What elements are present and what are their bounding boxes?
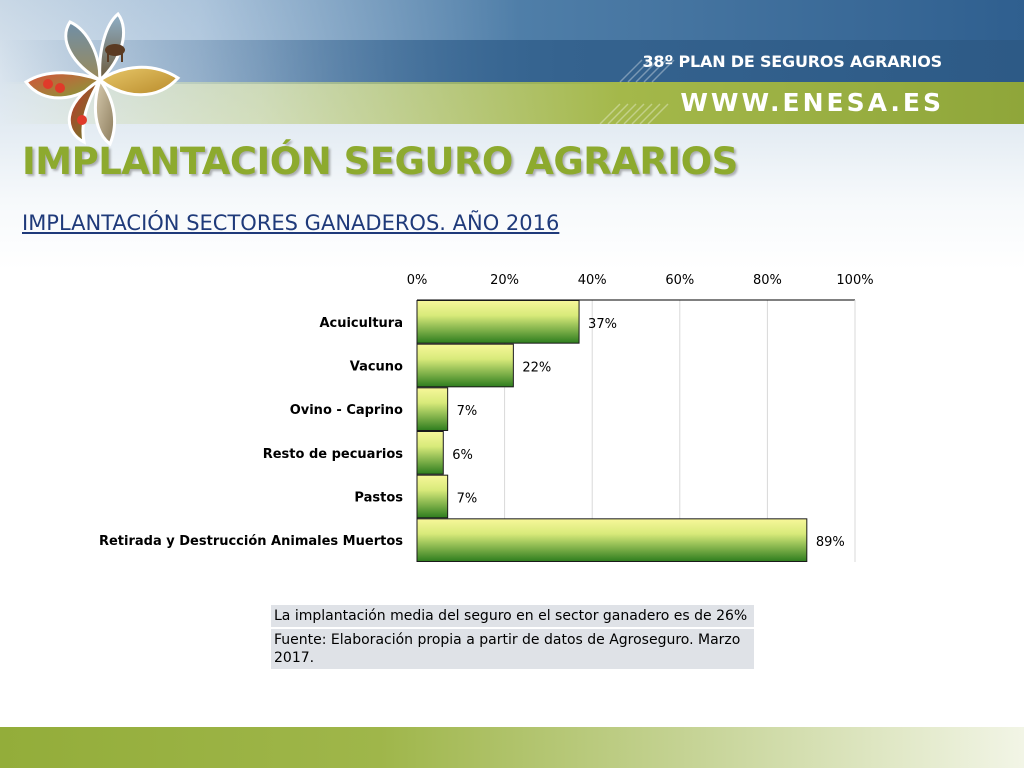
category-label: Resto de pecuarios	[263, 447, 404, 462]
x-tick-label: 100%	[836, 273, 873, 288]
slide-subtitle: IMPLANTACIÓN SECTORES GANADEROS. AÑO 201…	[22, 211, 560, 235]
header-green-band	[0, 82, 1024, 124]
chart-bars	[416, 300, 808, 562]
x-tick-label: 40%	[578, 273, 607, 288]
data-label: 7%	[457, 492, 478, 507]
bar	[416, 300, 580, 344]
chart-labels: 0% 20% 40% 60% 80% 100% Acuicultura 37% Vacuno 22…	[99, 273, 874, 550]
enesa-flower-logo-icon	[23, 11, 181, 147]
x-tick-label: 60%	[665, 273, 694, 288]
bar-chart: 0% 20% 40% 60% 80% 100% Acuicultura 37% Vacuno 22…	[99, 273, 874, 562]
x-tick-label: 80%	[753, 273, 782, 288]
category-label: Acuicultura	[319, 316, 403, 331]
data-label: 7%	[457, 404, 478, 419]
website-url: WWW.ENESA.ES	[680, 88, 944, 117]
bar	[416, 431, 444, 475]
data-label: 89%	[816, 535, 845, 550]
data-label: 37%	[588, 317, 617, 332]
category-label: Ovino - Caprino	[290, 403, 403, 418]
slide-title: IMPLANTACIÓN SEGURO AGRARIOS	[22, 140, 738, 183]
notes-box: La implantación media del seguro en el s…	[271, 605, 754, 671]
data-label: 22%	[522, 361, 551, 376]
average-note: La implantación media del seguro en el s…	[271, 605, 754, 627]
x-tick-label: 20%	[490, 273, 519, 288]
x-tick-label: 0%	[407, 273, 428, 288]
category-label: Retirada y Destrucción Animales Muertos	[99, 534, 403, 549]
bar	[416, 474, 449, 519]
plan-title: 38º PLAN DE SEGUROS AGRARIOS	[642, 52, 942, 71]
data-label: 6%	[452, 448, 473, 463]
category-label: Vacuno	[350, 360, 403, 375]
bar	[416, 518, 808, 562]
bar	[416, 387, 449, 432]
footer-band	[0, 727, 1024, 768]
source-note: Fuente: Elaboración propia a partir de d…	[271, 629, 754, 669]
bar	[416, 343, 514, 388]
category-label: Pastos	[354, 491, 403, 506]
header-stripe-pattern	[599, 59, 675, 125]
